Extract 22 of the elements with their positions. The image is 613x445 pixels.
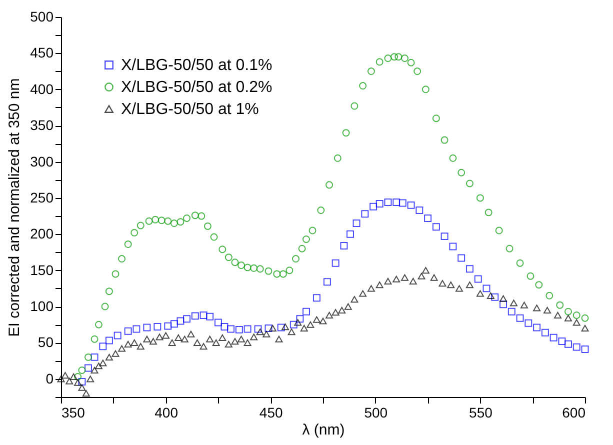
y-tick-label: 200 — [30, 226, 54, 242]
y-tick-label: 500 — [30, 8, 54, 24]
y-tick-label: 150 — [30, 262, 54, 278]
legend-label: X/LBG-50/50 at 1% — [121, 101, 259, 118]
y-tick-label: 300 — [30, 153, 54, 170]
y-tick-label: 350 — [30, 117, 54, 134]
legend-label: X/LBG-50/50 at 0.1% — [121, 57, 272, 74]
x-tick-label: 600 — [562, 404, 586, 420]
y-tick-label: 50 — [38, 334, 54, 350]
x-axis-title: λ (nm) — [302, 422, 345, 438]
legend-label: X/LBG-50/50 at 0.2% — [121, 79, 272, 96]
x-tick-label: 550 — [469, 404, 493, 420]
y-tick-label: 250 — [30, 189, 54, 206]
y-tick-label: 100 — [30, 298, 54, 314]
x-tick-label: 450 — [259, 404, 283, 420]
y-tick-label: 400 — [30, 80, 54, 97]
y-axis-title: EI corrected and normalized at 350 nm — [6, 78, 24, 337]
x-tick-label: 350 — [62, 404, 86, 420]
x-tick-label: 400 — [154, 404, 178, 420]
y-tick-label: 0 — [46, 370, 54, 386]
y-tick-label: 450 — [30, 44, 54, 61]
x-tick-label: 500 — [364, 404, 388, 420]
